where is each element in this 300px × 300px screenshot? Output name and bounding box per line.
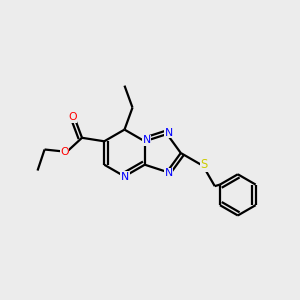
Text: N: N bbox=[142, 135, 151, 145]
Text: N: N bbox=[121, 172, 129, 182]
Text: N: N bbox=[165, 128, 173, 138]
Text: O: O bbox=[60, 147, 69, 158]
Text: N: N bbox=[165, 168, 173, 178]
Text: O: O bbox=[68, 112, 77, 122]
Text: S: S bbox=[200, 158, 208, 172]
